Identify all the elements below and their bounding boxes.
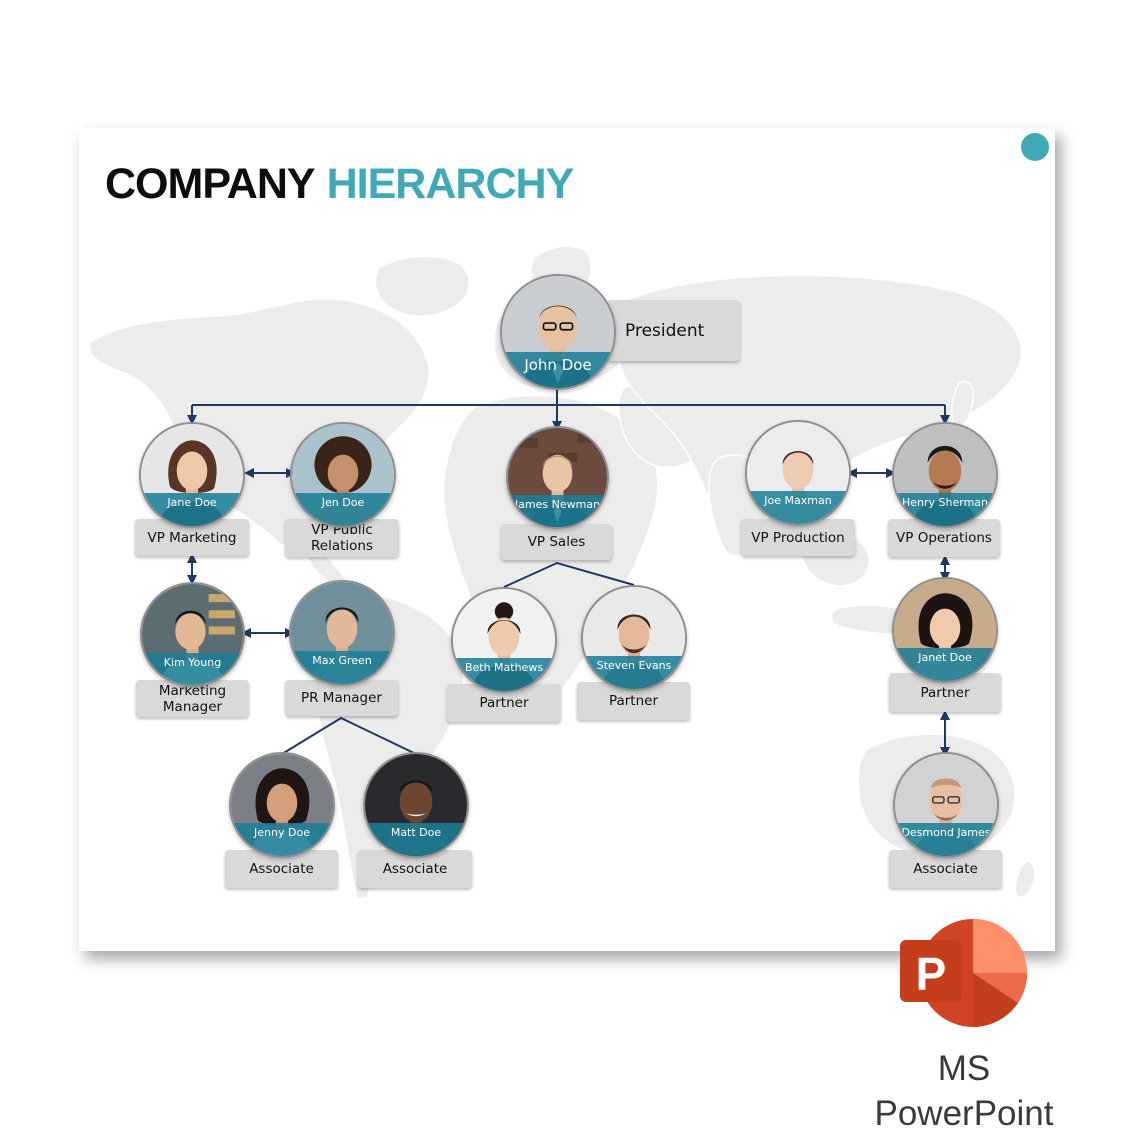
role-text: President [625, 320, 705, 341]
slide: COMPANY HIERARCHY President John Doe VP M… [79, 128, 1055, 951]
name-band: Jen Doe [292, 493, 394, 526]
avatar: John Doe [500, 274, 616, 390]
title-part-2: HIERARCHY [326, 160, 575, 208]
role-text: Associate [249, 861, 314, 877]
role-text: Associate [382, 861, 448, 877]
avatar: Max Green [289, 580, 395, 686]
app-caption: MS PowerPoint [846, 1046, 1082, 1136]
name-band: Beth Mathews [453, 658, 555, 691]
name-band: Desmond James [895, 823, 997, 856]
avatar: Kim Young [140, 582, 245, 687]
avatar: Jen Doe [290, 422, 396, 528]
connector-lines [187, 390, 950, 757]
role-text: PR Manager [301, 690, 382, 706]
avatar: Desmond James [893, 752, 999, 858]
avatar: Beth Mathews [451, 587, 557, 693]
avatar: Henry Sherman [892, 422, 998, 528]
avatar: Steven Evans [581, 585, 687, 691]
name-band: Matt Doe [365, 823, 467, 856]
name-band: Kim Young [142, 652, 243, 685]
logo-letter: P [916, 948, 947, 1000]
connector-sales-partners [503, 561, 635, 588]
map-greenland [374, 255, 470, 317]
role-text: VP Marketing [147, 529, 237, 546]
role-text: Marketing Manager [158, 682, 227, 715]
avatar: Janet Doe [892, 577, 998, 683]
map-new-zealand [1014, 860, 1036, 898]
name-band: Jane Doe [141, 493, 243, 526]
role-label: President [607, 300, 740, 361]
name-band: John Doe [502, 352, 614, 388]
powerpoint-logo-icon: P [900, 919, 1028, 1027]
role-label: VP Production [741, 519, 855, 556]
avatar: James Newman [506, 426, 609, 529]
name-band: James Newman [508, 495, 607, 527]
title-part-1: COMPANY [105, 160, 316, 208]
role-label: PR Manager [285, 680, 398, 716]
role-text: VP Production [751, 529, 845, 546]
role-label: Associate [358, 850, 472, 888]
avatar: Matt Doe [363, 752, 469, 858]
avatar: Jane Doe [139, 422, 245, 528]
role-label: VP Sales [501, 524, 612, 560]
map-japan [950, 380, 975, 429]
connector-pr-associates [281, 716, 417, 755]
name-band: Max Green [291, 651, 393, 684]
name-band: Joe Maxman [747, 491, 849, 524]
role-text: Associate [913, 861, 978, 877]
name-band: Henry Sherman [894, 493, 996, 526]
role-text: VP Sales [527, 534, 586, 550]
name-band: Steven Evans [583, 656, 685, 689]
role-text: VP Operations [896, 530, 992, 546]
accent-dot [1021, 133, 1049, 161]
caption-line-2: PowerPoint [874, 1094, 1054, 1133]
name-band: Janet Doe [894, 648, 996, 681]
slide-title: COMPANY HIERARCHY [105, 158, 575, 210]
role-text: Partner [608, 693, 659, 709]
caption-line-1: MS [937, 1049, 991, 1088]
role-text: Partner [920, 684, 970, 701]
avatar: Jenny Doe [229, 752, 335, 858]
name-band: Jenny Doe [231, 823, 333, 856]
avatar: Joe Maxman [745, 420, 851, 526]
role-text: Partner [479, 695, 529, 711]
